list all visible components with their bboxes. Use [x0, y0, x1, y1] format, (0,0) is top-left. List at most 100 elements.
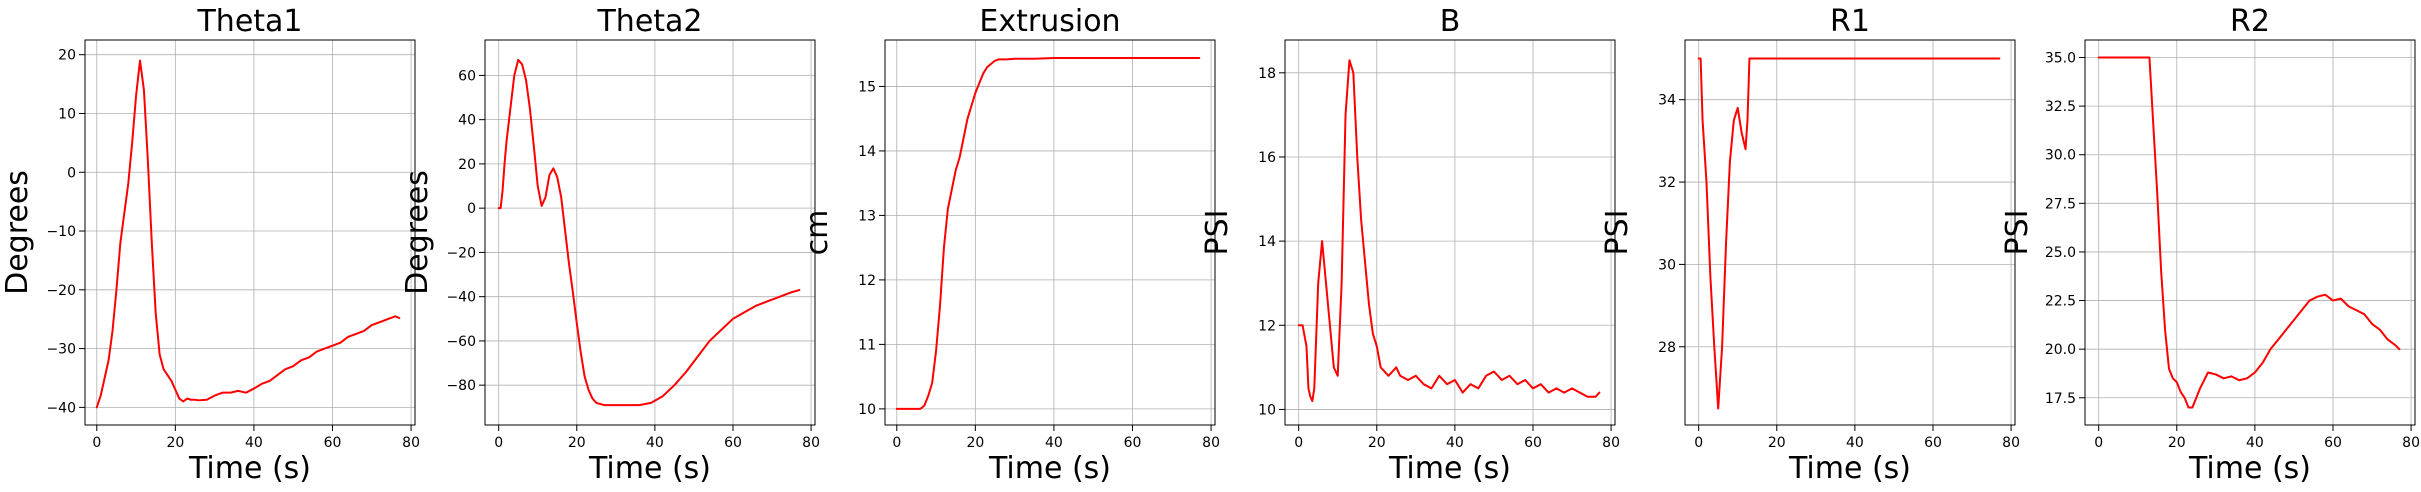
y-axis-label: PSI: [1600, 210, 1635, 256]
y-tick-label: −40: [446, 290, 476, 306]
y-axis-label: PSI: [2000, 210, 2035, 256]
panel-4: 0 20 40 60 80 10 12 14 16 18 B Time (s) PSI: [1200, 4, 1620, 486]
x-axis-label: Time (s): [988, 451, 1111, 486]
y-tick-label: 40: [458, 113, 476, 129]
panel-5: 0 20 40 60 80 28 30 32 34 R1 Time (s) PSI: [1600, 4, 2020, 486]
y-tick-label: 10: [858, 402, 876, 418]
y-tick-label: 35.0: [2045, 51, 2076, 67]
x-tick-label: 80: [2002, 435, 2020, 451]
y-tick-label: 10: [1258, 402, 1276, 418]
x-tick-label: 80: [1202, 435, 1220, 451]
y-tick-label: −60: [446, 334, 476, 350]
y-tick-label: 20: [58, 48, 76, 64]
y-axis-label: Degrees: [0, 170, 35, 295]
y-tick-label: 11: [858, 337, 876, 353]
x-tick-label: 20: [1768, 435, 1786, 451]
x-axis-label: Time (s): [188, 451, 311, 486]
series-line: [497, 58, 801, 407]
chart-title: Extrusion: [979, 4, 1120, 39]
y-tick-label: −40: [46, 400, 76, 416]
y-tick-label: 10: [58, 106, 76, 122]
y-axis-label: Degrees: [400, 170, 435, 295]
x-tick-label: 60: [324, 435, 342, 451]
x-tick-label: 40: [2246, 435, 2264, 451]
x-tick-label: 20: [568, 435, 586, 451]
panel-6: 0 20 40 60 80 17.5 20.0 22.5 25.0 27.5 30.0 32.5 35.…: [2000, 4, 2420, 486]
x-tick-label: 40: [1045, 435, 1063, 451]
y-tick-label: 20.0: [2045, 342, 2076, 358]
y-tick-label: 20: [458, 157, 476, 173]
x-tick-label: 0: [892, 435, 901, 451]
x-tick-label: 60: [1524, 435, 1542, 451]
plot-area: [2084, 39, 2416, 426]
series-line: [1297, 59, 1601, 403]
y-tick-label: 13: [858, 208, 876, 224]
y-tick-label: −10: [46, 224, 76, 240]
x-tick-label: 20: [1368, 435, 1386, 451]
y-tick-label: 0: [67, 165, 76, 181]
y-tick-label: 32.5: [2045, 99, 2076, 115]
x-tick-label: 40: [646, 435, 664, 451]
x-tick-label: 40: [245, 435, 263, 451]
x-tick-label: 40: [1846, 435, 1864, 451]
y-tick-label: 32: [1658, 175, 1676, 191]
series-line: [2097, 56, 2401, 409]
y-tick-label: −30: [46, 342, 76, 358]
panel-2: 0 20 40 60 80 −80 −60 −40 −20 0 20 40 60 Theta2 Time (…: [400, 4, 820, 486]
x-tick-label: 60: [1924, 435, 1942, 451]
y-tick-label: 12: [1258, 318, 1276, 334]
y-tick-label: 12: [858, 273, 876, 289]
y-tick-label: 14: [858, 144, 876, 160]
y-tick-label: 60: [458, 68, 476, 84]
chart-title: B: [1440, 4, 1461, 39]
y-tick-label: −80: [446, 378, 476, 394]
panel-3: 0 20 40 60 80 10 11 12 13 14 15 Extrusion Time (s) cm: [800, 4, 1220, 486]
x-tick-label: 80: [2402, 435, 2420, 451]
y-tick-label: −20: [446, 245, 476, 261]
x-tick-label: 40: [1446, 435, 1464, 451]
x-tick-label: 80: [1602, 435, 1620, 451]
x-axis-label: Time (s): [588, 451, 711, 486]
x-tick-label: 20: [166, 435, 184, 451]
plot-area: [1684, 39, 2016, 426]
y-tick-label: 16: [1258, 150, 1276, 166]
x-tick-label: 20: [966, 435, 984, 451]
plot-area: [484, 39, 816, 426]
y-tick-label: 18: [1258, 66, 1276, 82]
y-tick-label: 15: [858, 79, 876, 95]
x-tick-label: 0: [1694, 435, 1703, 451]
panel-1: 0 20 40 60 80 −40 −30 −20 −10 0 10 20 Theta1 Time (s)…: [0, 4, 420, 486]
y-tick-label: −20: [46, 283, 76, 299]
x-tick-label: 0: [2094, 435, 2103, 451]
chart-title: R1: [1830, 4, 1870, 39]
plot-area: [884, 39, 1216, 426]
y-tick-label: 34: [1658, 93, 1676, 109]
plot-area: [1284, 39, 1616, 426]
x-tick-label: 60: [2324, 435, 2342, 451]
chart-title: R2: [2230, 4, 2270, 39]
chart-title: Theta2: [596, 4, 702, 39]
y-tick-label: 0: [467, 201, 476, 217]
x-tick-label: 80: [402, 435, 420, 451]
x-tick-label: 60: [724, 435, 742, 451]
series-line: [95, 59, 401, 409]
y-tick-label: 30: [1658, 257, 1676, 273]
x-tick-label: 20: [2168, 435, 2186, 451]
y-tick-label: 28: [1658, 340, 1676, 356]
x-tick-label: 0: [1294, 435, 1303, 451]
y-tick-label: 14: [1258, 234, 1276, 250]
series-line: [1697, 57, 2001, 410]
chart-title: Theta1: [196, 4, 302, 39]
plot-area: [84, 39, 416, 426]
x-axis-label: Time (s): [2188, 451, 2311, 486]
y-axis-label: PSI: [1200, 210, 1235, 256]
series-line: [895, 57, 1201, 410]
x-axis-label: Time (s): [1388, 451, 1511, 486]
x-tick-label: 0: [494, 435, 503, 451]
y-tick-label: 25.0: [2045, 245, 2076, 261]
y-tick-label: 17.5: [2045, 391, 2076, 407]
y-tick-label: 27.5: [2045, 196, 2076, 212]
x-tick-label: 80: [802, 435, 820, 451]
x-tick-label: 0: [92, 435, 101, 451]
